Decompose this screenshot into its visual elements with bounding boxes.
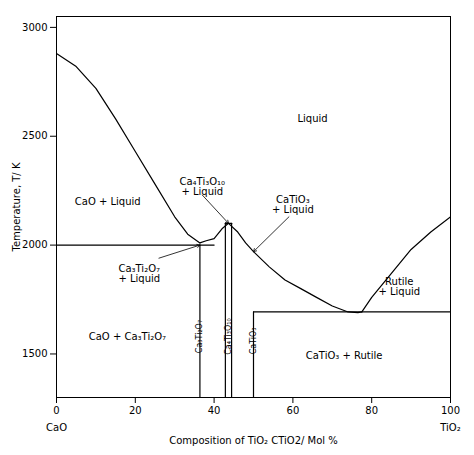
svg-text:2000: 2000 <box>22 239 47 250</box>
svg-text:Ca₃Ti₂O₇: Ca₃Ti₂O₇ <box>195 320 204 353</box>
svg-text:CaTiO₃ + Rutile: CaTiO₃ + Rutile <box>306 350 383 361</box>
svg-text:TiO₂: TiO₂ <box>439 422 460 433</box>
svg-text:3000: 3000 <box>22 22 47 33</box>
svg-text:Rutile+ Liquid: Rutile+ Liquid <box>378 276 420 297</box>
svg-text:Temperature, T/ K: Temperature, T/ K <box>11 162 22 252</box>
svg-text:CaO: CaO <box>46 422 67 433</box>
svg-text:1500: 1500 <box>22 348 47 359</box>
svg-text:CaO + Liquid: CaO + Liquid <box>75 196 141 207</box>
svg-text:CaTiO₃: CaTiO₃ <box>249 327 258 354</box>
svg-text:2500: 2500 <box>22 130 47 141</box>
svg-text:Ca₄Ti₃O₁₀: Ca₄Ti₃O₁₀ <box>224 318 233 354</box>
svg-text:0: 0 <box>53 405 59 416</box>
svg-text:80: 80 <box>365 405 378 416</box>
svg-text:Composition of TiO₂ CTiO2/ Mol: Composition of TiO₂ CTiO2/ Mol % <box>169 435 338 446</box>
svg-text:20: 20 <box>129 405 142 416</box>
svg-text:40: 40 <box>208 405 221 416</box>
svg-text:Liquid: Liquid <box>298 113 328 124</box>
svg-text:CaO + Ca₃Ti₂O₇: CaO + Ca₃Ti₂O₇ <box>89 331 166 342</box>
svg-text:60: 60 <box>287 405 300 416</box>
svg-text:Ca₃Ti₂O₇+ Liquid: Ca₃Ti₂O₇+ Liquid <box>118 263 160 284</box>
svg-text:CaTiO₃+ Liquid: CaTiO₃+ Liquid <box>272 194 314 215</box>
svg-text:100: 100 <box>441 405 460 416</box>
svg-text:Ca₄Ti₃O₁₀+ Liquid: Ca₄Ti₃O₁₀+ Liquid <box>179 176 225 197</box>
